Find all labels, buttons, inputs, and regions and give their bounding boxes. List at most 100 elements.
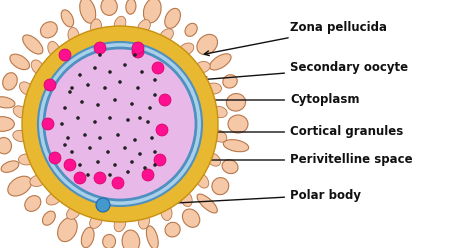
Ellipse shape [3, 73, 17, 90]
Circle shape [80, 100, 84, 104]
Ellipse shape [197, 194, 217, 213]
Circle shape [63, 106, 67, 110]
Circle shape [133, 138, 137, 142]
Text: Secondary oocyte: Secondary oocyte [202, 62, 408, 82]
Circle shape [106, 150, 110, 154]
Ellipse shape [13, 130, 28, 142]
Circle shape [143, 166, 147, 170]
Circle shape [74, 172, 86, 184]
Ellipse shape [46, 193, 61, 205]
Ellipse shape [13, 106, 28, 118]
Circle shape [133, 53, 137, 57]
Circle shape [153, 93, 157, 97]
Ellipse shape [66, 206, 81, 219]
Ellipse shape [103, 234, 116, 248]
Ellipse shape [80, 0, 96, 23]
Circle shape [132, 46, 144, 58]
Ellipse shape [212, 130, 227, 142]
Circle shape [98, 136, 102, 140]
Circle shape [70, 86, 74, 90]
Ellipse shape [194, 62, 210, 73]
Ellipse shape [10, 54, 29, 70]
Text: Cortical granules: Cortical granules [173, 125, 403, 138]
Circle shape [123, 146, 127, 150]
Circle shape [78, 73, 82, 77]
Circle shape [130, 102, 134, 106]
Ellipse shape [8, 176, 32, 196]
Ellipse shape [114, 216, 126, 232]
Text: Cytoplasm: Cytoplasm [201, 93, 359, 106]
Ellipse shape [19, 82, 34, 95]
Ellipse shape [211, 106, 227, 118]
Ellipse shape [126, 0, 136, 14]
Ellipse shape [165, 8, 181, 28]
Circle shape [78, 163, 82, 167]
Circle shape [66, 136, 70, 140]
Ellipse shape [0, 137, 11, 154]
Ellipse shape [223, 75, 237, 88]
Circle shape [153, 78, 157, 82]
Circle shape [44, 48, 196, 200]
Ellipse shape [197, 34, 218, 55]
Text: Polar body: Polar body [124, 188, 361, 208]
Circle shape [108, 173, 112, 177]
Ellipse shape [18, 154, 35, 165]
Ellipse shape [165, 222, 180, 237]
Ellipse shape [144, 0, 161, 23]
Ellipse shape [185, 23, 197, 36]
Ellipse shape [101, 0, 117, 15]
Ellipse shape [227, 93, 246, 111]
Ellipse shape [91, 19, 101, 35]
Ellipse shape [159, 29, 173, 42]
Circle shape [64, 159, 76, 171]
Circle shape [118, 80, 122, 84]
Circle shape [83, 133, 87, 137]
Circle shape [86, 83, 90, 87]
Ellipse shape [48, 41, 60, 57]
Circle shape [68, 90, 72, 94]
Circle shape [113, 98, 117, 102]
Ellipse shape [182, 209, 200, 227]
Circle shape [96, 198, 110, 212]
Text: Perivitelline space: Perivitelline space [201, 154, 413, 166]
Ellipse shape [223, 140, 249, 152]
Ellipse shape [1, 161, 19, 172]
Circle shape [112, 177, 124, 189]
Ellipse shape [82, 227, 94, 248]
Ellipse shape [40, 22, 57, 38]
Ellipse shape [207, 153, 220, 166]
Circle shape [126, 170, 130, 174]
Circle shape [148, 106, 152, 110]
Ellipse shape [228, 115, 248, 133]
Circle shape [44, 79, 56, 91]
Circle shape [60, 122, 64, 126]
Circle shape [140, 70, 144, 74]
Circle shape [146, 120, 150, 124]
Circle shape [156, 124, 168, 136]
Ellipse shape [161, 205, 172, 220]
Ellipse shape [212, 178, 229, 195]
Ellipse shape [137, 20, 150, 34]
Circle shape [142, 169, 154, 181]
Ellipse shape [90, 214, 102, 228]
Circle shape [159, 94, 171, 106]
Circle shape [98, 53, 102, 57]
Circle shape [93, 120, 97, 124]
Ellipse shape [206, 83, 221, 94]
Circle shape [76, 116, 80, 120]
Ellipse shape [25, 196, 41, 211]
Circle shape [138, 116, 142, 120]
Circle shape [88, 146, 92, 150]
Ellipse shape [61, 10, 73, 27]
Ellipse shape [122, 230, 140, 248]
Circle shape [108, 116, 112, 120]
Circle shape [22, 26, 218, 222]
Circle shape [94, 42, 106, 54]
Ellipse shape [179, 43, 194, 55]
Ellipse shape [0, 117, 14, 131]
Circle shape [123, 63, 127, 67]
Circle shape [154, 154, 166, 166]
Ellipse shape [196, 174, 209, 188]
Circle shape [59, 49, 71, 61]
Ellipse shape [114, 16, 126, 32]
